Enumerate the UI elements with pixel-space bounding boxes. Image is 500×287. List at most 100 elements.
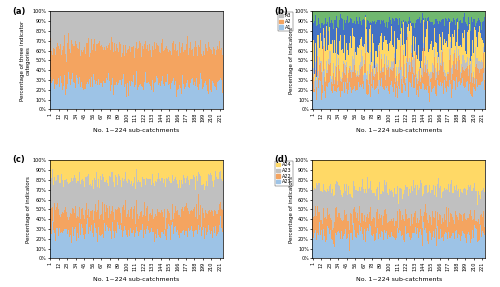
Bar xyxy=(321,23,322,41)
Bar xyxy=(418,11,420,22)
Bar xyxy=(350,66,351,72)
Bar xyxy=(327,73,328,87)
Bar xyxy=(348,183,350,212)
Bar xyxy=(411,24,412,26)
Bar xyxy=(313,23,314,40)
Bar xyxy=(60,183,61,217)
Bar xyxy=(446,75,447,81)
Bar xyxy=(452,46,454,60)
Bar xyxy=(87,218,88,258)
Bar xyxy=(460,241,461,258)
Bar xyxy=(178,11,180,51)
Bar xyxy=(332,40,333,75)
Bar xyxy=(66,62,67,89)
Bar xyxy=(401,236,402,258)
Bar xyxy=(469,23,470,24)
Y-axis label: Percentage of three indicator
categories: Percentage of three indicator categories xyxy=(20,20,31,100)
Bar xyxy=(136,227,137,258)
Bar xyxy=(216,11,217,50)
Bar xyxy=(452,192,454,216)
Bar xyxy=(81,224,82,258)
Bar xyxy=(125,200,126,230)
Bar xyxy=(58,175,59,209)
Bar xyxy=(390,41,391,67)
Bar xyxy=(336,235,337,258)
Bar xyxy=(87,43,88,82)
Bar xyxy=(353,89,354,109)
Bar xyxy=(54,38,56,81)
Bar xyxy=(405,83,406,91)
Bar xyxy=(377,187,378,209)
Bar xyxy=(360,85,361,109)
Bar xyxy=(437,160,438,184)
Bar xyxy=(194,47,195,82)
Bar xyxy=(331,82,332,91)
Bar xyxy=(360,69,361,85)
Bar xyxy=(210,173,211,212)
Bar xyxy=(220,160,221,171)
Bar xyxy=(401,67,402,79)
Bar xyxy=(417,84,418,90)
Bar xyxy=(420,82,421,89)
Bar xyxy=(312,220,313,232)
Bar xyxy=(374,68,375,74)
Bar xyxy=(405,91,406,109)
Bar xyxy=(432,220,434,233)
Bar xyxy=(364,60,365,64)
Bar xyxy=(321,72,322,100)
Bar xyxy=(357,160,358,191)
Bar xyxy=(76,160,77,183)
Bar xyxy=(384,23,385,36)
Bar xyxy=(360,231,361,258)
Bar xyxy=(190,230,191,258)
Bar xyxy=(346,160,347,184)
Bar xyxy=(469,187,470,214)
Bar xyxy=(106,78,107,109)
Bar xyxy=(317,48,318,56)
Bar xyxy=(348,72,350,84)
Bar xyxy=(406,160,407,187)
Bar xyxy=(481,60,482,69)
Bar xyxy=(364,11,365,20)
Bar xyxy=(125,160,126,172)
Bar xyxy=(421,183,422,216)
Bar xyxy=(324,185,326,214)
Bar xyxy=(61,11,62,55)
Bar xyxy=(382,216,384,240)
Bar xyxy=(217,160,218,179)
Bar xyxy=(323,28,324,35)
Bar xyxy=(474,84,475,89)
Bar xyxy=(411,11,412,24)
Bar xyxy=(214,210,215,233)
Bar xyxy=(482,27,484,51)
Bar xyxy=(402,98,404,109)
Bar xyxy=(364,73,365,109)
Bar xyxy=(398,80,400,109)
Bar xyxy=(172,227,174,258)
Bar xyxy=(217,11,218,46)
Bar xyxy=(186,11,187,44)
Bar xyxy=(148,187,150,215)
Bar xyxy=(466,11,468,21)
Bar xyxy=(466,235,468,258)
Bar xyxy=(449,20,450,22)
Bar xyxy=(114,85,116,109)
Bar xyxy=(331,239,332,258)
Bar xyxy=(87,82,88,109)
Bar xyxy=(471,96,472,109)
Bar xyxy=(451,180,452,214)
Bar xyxy=(371,86,372,109)
Bar xyxy=(445,73,446,77)
Bar xyxy=(135,86,136,109)
Bar xyxy=(435,229,436,258)
Bar xyxy=(392,233,394,258)
Bar xyxy=(458,57,459,82)
Bar xyxy=(64,11,66,53)
Bar xyxy=(444,214,445,234)
Bar xyxy=(196,230,197,258)
Bar xyxy=(385,160,386,185)
Bar xyxy=(191,79,192,109)
Bar xyxy=(357,191,358,213)
Bar xyxy=(437,63,438,80)
Bar xyxy=(476,90,478,109)
